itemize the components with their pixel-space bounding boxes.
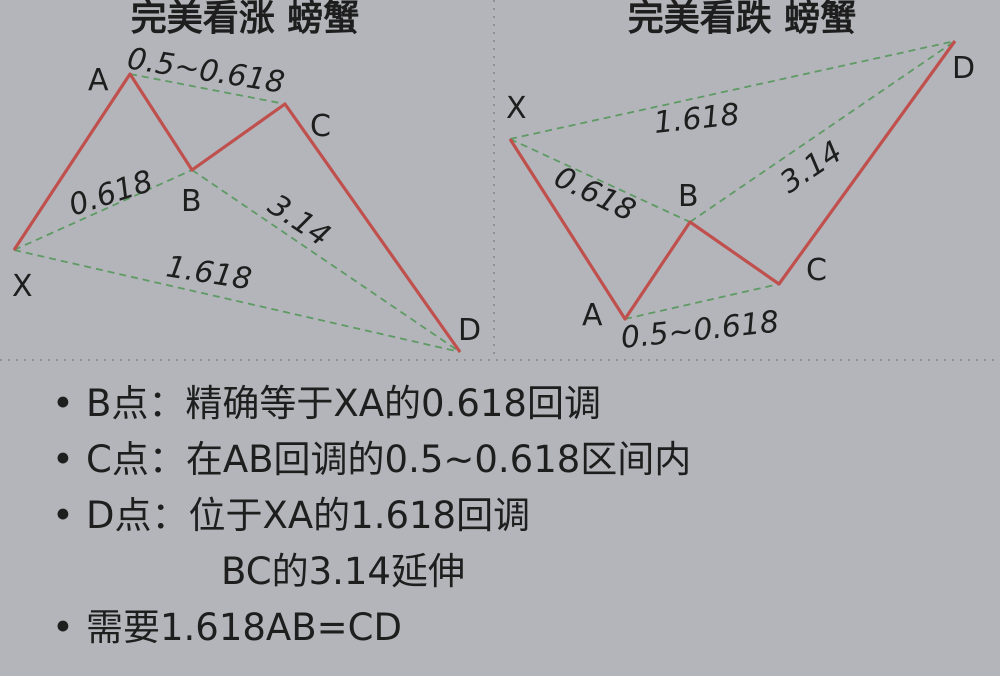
rule-item-c: • C点：在AB回调的0.5~0.618区间内 [52,432,691,488]
rule-item-d: • D点：位于XA的1.618回调 BC的3.14延伸 [52,488,691,600]
rules-list: • B点：精确等于XA的0.618回调 • C点：在AB回调的0.5~0.618… [52,376,691,656]
bearish-xabcd-line [508,40,957,321]
rule-label: B点： [86,382,186,425]
bearish-guide-xd [509,40,956,140]
bullish-point-d: D [458,313,481,348]
rule-continuation: BC的3.14延伸 [221,550,465,593]
bullish-guide-bd [191,169,461,353]
bullish-ratio-bc: 3.14 [262,188,337,254]
bearish-guide-xb [509,138,691,223]
bullish-guide-ac [129,73,286,105]
bearish-ratio-bc: 3.14 [774,134,849,200]
bullish-crab-panel: 完美看涨 螃蟹 X A B C D 0.618 0.5~0.618 3.14 1… [12,0,481,353]
bullish-title: 完美看涨 螃蟹 [131,0,360,39]
rule-label: D点： [86,494,189,537]
bearish-title: 完美看跌 螃蟹 [628,0,857,39]
bullish-point-c: C [310,109,331,144]
bearish-crab-panel: 完美看跌 螃蟹 X A B C D 1.618 0.618 3.14 0.5~0… [506,0,975,356]
bullet-icon: • [52,382,74,425]
bearish-guide-bd [689,40,956,223]
rule-label: C点： [86,438,186,481]
bearish-point-b: B [678,179,699,214]
bullish-point-b: B [181,184,202,219]
bullish-point-x: X [12,269,33,304]
rule-item-abcd: • 需要1.618AB=CD [52,600,691,656]
bullish-point-a: A [88,63,109,98]
bullish-guide-xd [13,249,461,353]
bullish-guide-xb [13,169,193,251]
rule-text: 在AB回调的0.5~0.618区间内 [185,438,692,481]
bullish-ratio-c: 0.5~0.618 [125,41,287,100]
bearish-point-a: A [582,298,603,333]
rule-text: 需要1.618AB=CD [86,606,402,649]
bullish-ratio-b: 0.618 [65,164,158,224]
bearish-guide-ac [624,283,780,320]
bearish-point-d: D [952,51,975,86]
bullet-icon: • [52,606,74,649]
bearish-ratio-c: 0.5~0.618 [619,305,781,356]
rule-text: 位于XA的1.618回调 [188,494,531,537]
bullish-xabcd-line [12,72,462,353]
bearish-ratio-xd: 1.618 [652,97,741,141]
rule-item-b: • B点：精确等于XA的0.618回调 [52,376,691,432]
bullet-icon: • [52,438,74,481]
bearish-point-c: C [806,253,827,288]
bullish-ratio-xd: 1.618 [164,249,254,297]
bullet-icon: • [52,494,74,537]
rule-text: 精确等于XA的0.618回调 [185,382,601,425]
bearish-point-x: X [506,91,527,126]
